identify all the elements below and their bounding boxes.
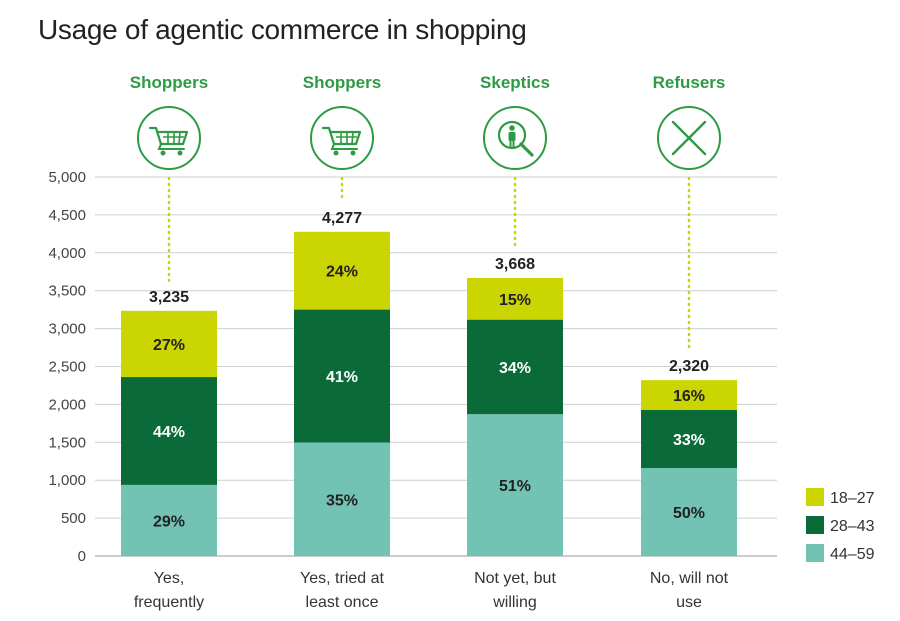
y-tick-label: 1,000 <box>48 472 86 489</box>
person-leg <box>509 141 512 147</box>
x-category-label: Not yet, but <box>474 570 556 587</box>
x-category-label: Yes, tried at <box>300 570 384 587</box>
x-category-label: Yes, <box>154 570 185 587</box>
y-tick-label: 5,000 <box>48 169 86 186</box>
legend-swatch <box>806 544 824 562</box>
bar-segment-44-59 <box>121 484 217 556</box>
shopping-cart-icon <box>310 106 374 170</box>
cart-wheel <box>350 150 356 156</box>
magnifier-handle <box>519 142 534 157</box>
bar-percent-label: 33% <box>673 432 705 449</box>
person-magnifier-icon <box>483 106 547 170</box>
cart-wheel <box>160 150 166 156</box>
magnifier-lens <box>497 120 527 150</box>
y-tick-label: 0 <box>78 548 86 565</box>
bar-total-label: 3,235 <box>149 289 189 306</box>
bar-segment-44-59 <box>641 468 737 556</box>
chart-title: Usage of agentic commerce in shopping <box>38 14 527 45</box>
cart-base <box>330 143 358 150</box>
bar-segment-28-43 <box>467 319 563 415</box>
person-body <box>508 132 516 141</box>
legend-swatch <box>806 488 824 506</box>
bar-percent-label: 41% <box>326 369 358 386</box>
bar-percent-label: 34% <box>499 360 531 377</box>
bar-segment-18-27 <box>294 231 390 310</box>
cross-icon <box>657 106 721 170</box>
bar-total-label: 4,277 <box>322 210 362 227</box>
bar-percent-label: 44% <box>153 424 185 441</box>
shopping-cart-icon <box>137 106 201 170</box>
segment-label: Skeptics <box>480 73 550 92</box>
bar-total-label: 3,668 <box>495 256 535 273</box>
bar-percent-label: 35% <box>326 492 358 509</box>
x-category-label: use <box>676 594 702 611</box>
y-tick-label: 4,000 <box>48 245 86 262</box>
x-category-label: least once <box>306 594 379 611</box>
bar-segment-18-27 <box>641 380 737 411</box>
cart-body <box>321 126 362 146</box>
bar-percent-label: 50% <box>673 505 705 522</box>
bar-segment-44-59 <box>294 442 390 556</box>
cart-rail <box>178 131 181 145</box>
x-category-label: No, will not <box>650 570 729 587</box>
y-tick-label: 4,500 <box>48 207 86 224</box>
cart-base <box>157 143 185 150</box>
bar-percent-label: 24% <box>326 264 358 281</box>
icon-circle <box>310 106 374 170</box>
legend-label: 18–27 <box>830 490 875 507</box>
legend-label: 44–59 <box>830 546 875 563</box>
bar-percent-label: 16% <box>673 388 705 405</box>
legend-swatch <box>806 516 824 534</box>
cart-wheel <box>177 150 183 156</box>
y-tick-label: 3,500 <box>48 283 86 300</box>
y-tick-label: 500 <box>61 510 86 527</box>
icon-circle <box>137 106 201 170</box>
bar-segment-44-59 <box>467 414 563 556</box>
segment-label: Refusers <box>653 73 726 92</box>
bar-segment-18-27 <box>121 310 217 378</box>
bar-segment-18-27 <box>467 277 563 320</box>
y-tick-label: 1,500 <box>48 434 86 451</box>
bar-segment-28-43 <box>121 377 217 485</box>
y-tick-label: 2,500 <box>48 359 86 376</box>
bar-percent-label: 15% <box>499 292 531 309</box>
bar-segment-28-43 <box>294 309 390 443</box>
segment-label: Shoppers <box>130 73 208 92</box>
bar-total-label: 2,320 <box>669 358 709 375</box>
cart-wheel <box>333 150 339 156</box>
cart-rail <box>351 131 354 145</box>
x-category-label: frequently <box>134 594 204 611</box>
y-tick-label: 3,000 <box>48 321 86 338</box>
x-category-label: willing <box>492 594 537 611</box>
legend-label: 28–43 <box>830 518 875 535</box>
segment-label: Shoppers <box>303 73 381 92</box>
bar-percent-label: 27% <box>153 337 185 354</box>
bar-percent-label: 51% <box>499 478 531 495</box>
person-head <box>509 125 515 131</box>
y-tick-label: 2,000 <box>48 396 86 413</box>
bar-percent-label: 29% <box>153 513 185 530</box>
person-leg <box>512 141 515 147</box>
cross-stroke <box>671 120 707 156</box>
bar-segment-28-43 <box>641 410 737 469</box>
cart-body <box>148 126 189 146</box>
